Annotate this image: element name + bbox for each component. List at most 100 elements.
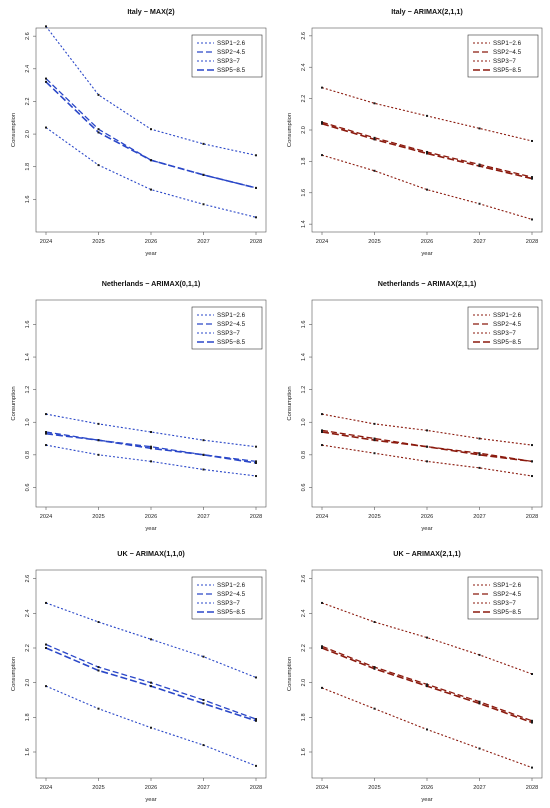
data-point xyxy=(97,93,100,96)
series-line-SSP2−4.5 xyxy=(321,429,533,463)
data-point xyxy=(321,431,323,434)
x-tick-label: 2028 xyxy=(250,514,262,520)
x-tick-label: 2027 xyxy=(473,239,485,245)
y-tick-label: 2.0 xyxy=(25,679,31,687)
chart-panel-6: UK − ARIMAX(2,1,1) 1.6 1.8 2.0 2.2 2.4 2.6 2024… xyxy=(287,549,543,803)
data-point xyxy=(150,431,152,434)
data-point xyxy=(426,188,428,191)
data-point xyxy=(150,681,152,684)
x-axis-label: year xyxy=(145,797,156,803)
x-tick-label: 2024 xyxy=(40,514,52,520)
data-point xyxy=(45,432,47,435)
data-point xyxy=(45,413,47,416)
data-point xyxy=(255,461,257,464)
x-tick-label: 2024 xyxy=(316,514,328,520)
y-axis-label: Consumption xyxy=(287,657,293,691)
y-tick-label: 2.4 xyxy=(25,65,31,73)
series-line-SSP1−2.6 xyxy=(321,444,533,477)
y-axis-label: Consumption xyxy=(11,657,17,691)
y-tick-label: 0.8 xyxy=(25,451,31,459)
legend-entry: SSP1−2.6 xyxy=(493,40,522,47)
legend: SSP1−2.6 SSP2−4.5 SSP3−7 SSP5−8.5 xyxy=(467,576,539,620)
data-point xyxy=(531,460,533,463)
y-tick-label: 1.8 xyxy=(25,163,31,171)
data-point xyxy=(373,437,376,440)
data-point xyxy=(202,744,205,747)
legend-entry: SSP3−7 xyxy=(217,58,240,65)
chart-title: Netherlands − ARIMAX(0,1,1) xyxy=(102,279,201,288)
series-line-SSP5−8.5 xyxy=(321,122,533,180)
data-point xyxy=(373,136,376,139)
y-tick-label: 1.6 xyxy=(301,321,307,329)
data-point xyxy=(97,707,100,710)
data-point xyxy=(531,177,533,180)
data-point xyxy=(45,647,47,649)
x-tick-label: 2028 xyxy=(526,239,538,245)
x-tick-label: 2026 xyxy=(145,514,157,520)
data-point xyxy=(373,707,376,710)
data-point xyxy=(373,667,376,670)
data-point xyxy=(321,601,323,604)
legend-entry: SSP2−4.5 xyxy=(493,591,522,598)
y-tick-label: 2.4 xyxy=(301,63,307,71)
data-point xyxy=(45,77,47,80)
data-point xyxy=(150,685,152,688)
data-point xyxy=(321,647,323,649)
data-point xyxy=(426,114,428,117)
legend-entry: SSP5−8.5 xyxy=(217,609,246,616)
y-tick-label: 1.6 xyxy=(301,189,307,197)
data-point xyxy=(45,643,47,646)
x-tick-label: 2028 xyxy=(526,514,538,520)
data-point xyxy=(45,685,47,688)
y-tick-label: 0.6 xyxy=(301,484,307,492)
y-tick-label: 1.0 xyxy=(25,418,31,426)
legend-entry: SSP1−2.6 xyxy=(493,312,522,319)
legend-entry: SSP3−7 xyxy=(493,330,516,337)
y-tick-label: 1.4 xyxy=(25,353,31,361)
data-point xyxy=(97,439,100,442)
data-point xyxy=(426,152,428,155)
y-tick-label: 2.6 xyxy=(301,32,307,40)
data-point xyxy=(97,621,100,623)
data-point xyxy=(478,466,481,469)
data-point xyxy=(478,453,481,456)
legend-entry: SSP2−4.5 xyxy=(493,49,522,56)
data-point xyxy=(478,747,481,750)
data-point xyxy=(255,216,257,219)
y-tick-label: 1.6 xyxy=(301,748,307,756)
x-tick-label: 2024 xyxy=(316,239,328,245)
data-point xyxy=(321,86,323,89)
data-point xyxy=(45,444,47,447)
x-tick-label: 2025 xyxy=(368,514,380,520)
data-point xyxy=(202,173,205,176)
data-point xyxy=(97,131,100,134)
data-point xyxy=(255,460,257,463)
y-tick-label: 2.2 xyxy=(25,644,31,652)
chart-panel-5: UK − ARIMAX(1,1,0) 1.6 1.8 2.0 2.2 2.4 2.6 2024… xyxy=(11,549,267,803)
x-tick-label: 2027 xyxy=(197,785,209,791)
y-tick-label: 2.0 xyxy=(301,679,307,687)
x-axis-label: year xyxy=(145,251,156,257)
data-point xyxy=(426,445,428,448)
data-point xyxy=(321,122,323,125)
data-point xyxy=(373,138,376,141)
legend-entry: SSP3−7 xyxy=(217,330,240,337)
series-line-SSP5−8.5 xyxy=(45,81,257,189)
series-line-SSP3−7 xyxy=(45,413,257,448)
x-tick-label: 2026 xyxy=(145,239,157,245)
legend: SSP1−2.6 SSP2−4.5 SSP3−7 SSP5−8.5 xyxy=(467,306,539,350)
data-point xyxy=(321,121,323,124)
series-line-SSP1−2.6 xyxy=(45,685,257,767)
legend: SSP1−2.6 SSP2−4.5 SSP3−7 SSP5−8.5 xyxy=(467,34,539,78)
series-line-SSP3−7 xyxy=(321,602,533,675)
x-tick-label: 2027 xyxy=(473,514,485,520)
series-line-SSP5−8.5 xyxy=(45,647,257,722)
data-point xyxy=(426,685,428,688)
y-tick-label: 2.6 xyxy=(301,575,307,583)
data-point xyxy=(478,165,481,168)
data-point xyxy=(97,128,100,131)
data-point xyxy=(478,163,481,166)
x-tick-label: 2027 xyxy=(197,514,209,520)
legend-entry: SSP2−4.5 xyxy=(217,49,246,56)
data-point xyxy=(373,102,376,105)
